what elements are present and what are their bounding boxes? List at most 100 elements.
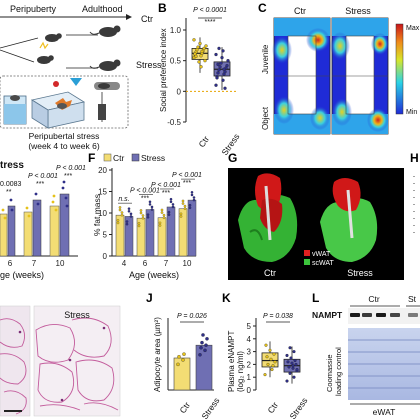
k-ytick-label: 0 [247, 386, 252, 395]
c-scale-max: Max [406, 25, 420, 32]
caption-stress-line2: (week 4 to week 6) [28, 141, 100, 151]
l-tissue-label: eWAT [373, 407, 396, 417]
j-xtick-ctr: Ctr [177, 400, 192, 415]
g-body-ctr [238, 173, 298, 262]
f-data-point [137, 222, 141, 225]
b-stars: **** [205, 19, 216, 26]
f-data-point [181, 199, 185, 203]
j-data-point [176, 362, 180, 367]
b-data-point [214, 83, 218, 87]
b-data-point [217, 46, 221, 51]
b-data-point [192, 38, 196, 42]
f-data-point [171, 203, 175, 206]
i-nuclei [18, 326, 106, 402]
b-y-ticks: -0.5 0 0.5 1.0 [167, 26, 186, 127]
b-data-point [202, 46, 206, 51]
e-bar [0, 213, 8, 257]
f-xtick-label: 7 [164, 259, 169, 268]
panel-letter-f: F [88, 151, 95, 165]
b-data-point [220, 55, 224, 60]
f-annot-pvalue: n.s. [118, 196, 129, 203]
f-data-point [118, 208, 122, 212]
f-data-point [179, 212, 183, 216]
k-pvalue: P = 0.038 [263, 313, 293, 320]
j-bar [195, 344, 213, 391]
l-loading-label-1: Coomassie [325, 354, 334, 392]
panel-letter-b: B [158, 1, 167, 15]
panel-letter-l: L [312, 291, 319, 305]
l-group-ctr: Ctr [368, 294, 380, 304]
b-data-point [198, 41, 202, 46]
f-data-point [120, 213, 124, 217]
e-pval-3: P < 0.001 [56, 165, 86, 172]
k-ytick-label: 4 [247, 335, 252, 344]
f-annotations: n.s.P < 0.001***P < 0.001***P < 0.001*** [118, 172, 202, 204]
f-data-point [148, 203, 152, 206]
f-legend-stress: Stress [141, 153, 165, 163]
k-data-point [285, 353, 289, 357]
f-data-point [192, 198, 196, 202]
k-data-point [289, 356, 293, 360]
f-xtick-label: 10 [183, 259, 192, 268]
f-annot-stars: *** [183, 180, 191, 187]
k-data-point [270, 367, 274, 372]
j-data-point [177, 354, 181, 359]
f-legend-ctr-swatch [103, 153, 112, 162]
c-col-ctr: Ctr [294, 6, 306, 16]
f-ytick-label: 10 [98, 209, 107, 218]
c-col-stress: Stress [345, 6, 371, 16]
f-data-point [141, 216, 145, 220]
f-ytick-label: 5 [103, 231, 108, 240]
b-data-point [219, 61, 223, 65]
lamp-icon [53, 78, 82, 87]
e-xlabel-fragment: ge (weeks) [0, 270, 44, 280]
b-ytick-label: 1.0 [170, 26, 182, 35]
e-xtick-10: 10 [56, 259, 65, 268]
j-xtick-stress: Stress [199, 396, 221, 420]
b-data-point [226, 59, 230, 63]
j-bars [173, 333, 213, 391]
panel-letter-j: J [146, 291, 153, 305]
b-data-point [217, 68, 221, 72]
f-data-point [171, 205, 175, 209]
f-data-point [188, 206, 192, 210]
k-data-point [293, 359, 297, 363]
panel-k: K Plasma eNAMPT (log₂ ng/ml) 0 1 2 3 4 5 P = … [222, 291, 309, 420]
f-xtick-label: 4 [122, 259, 127, 268]
b-data-point [221, 49, 225, 53]
b-xtick-ctr: Ctr [196, 134, 211, 149]
k-data-point [272, 352, 276, 356]
k-data-point [264, 343, 268, 347]
e-title-fragment: tress [0, 160, 24, 171]
e-sig-1: ** [6, 189, 12, 196]
k-boxes [261, 341, 301, 384]
j-data-point [201, 333, 205, 337]
e-bar [59, 193, 70, 257]
j-data-point [182, 352, 186, 356]
f-data-point [125, 220, 129, 223]
f-data-point [125, 222, 129, 226]
f-data-point [158, 224, 162, 227]
f-data-point [190, 191, 194, 194]
b-data-point [214, 52, 218, 57]
e-bar [32, 199, 42, 257]
b-data-point [225, 63, 229, 68]
k-ytick-label: 1 [247, 373, 252, 382]
e-xtick-7: 7 [32, 259, 37, 268]
b-pvalue: P < 0.0001 [193, 7, 227, 14]
f-data-point [120, 211, 124, 214]
b-data-point [216, 62, 220, 66]
i-histology-ctr [0, 305, 31, 417]
f-legend-stress-swatch [131, 153, 140, 162]
f-data-point [190, 193, 194, 197]
f-data-point [150, 205, 154, 209]
k-data-point [269, 357, 273, 361]
c-row-juvenile: Juvenile [261, 44, 270, 74]
i-scale-bar [4, 410, 22, 412]
f-data-point [160, 208, 164, 212]
e-pval-1: 0.0083 [0, 181, 22, 188]
b-box [191, 48, 209, 60]
i-cell-outlines-stress [35, 317, 119, 411]
k-ytick-label: 2 [247, 360, 252, 369]
b-data-point [215, 76, 219, 80]
